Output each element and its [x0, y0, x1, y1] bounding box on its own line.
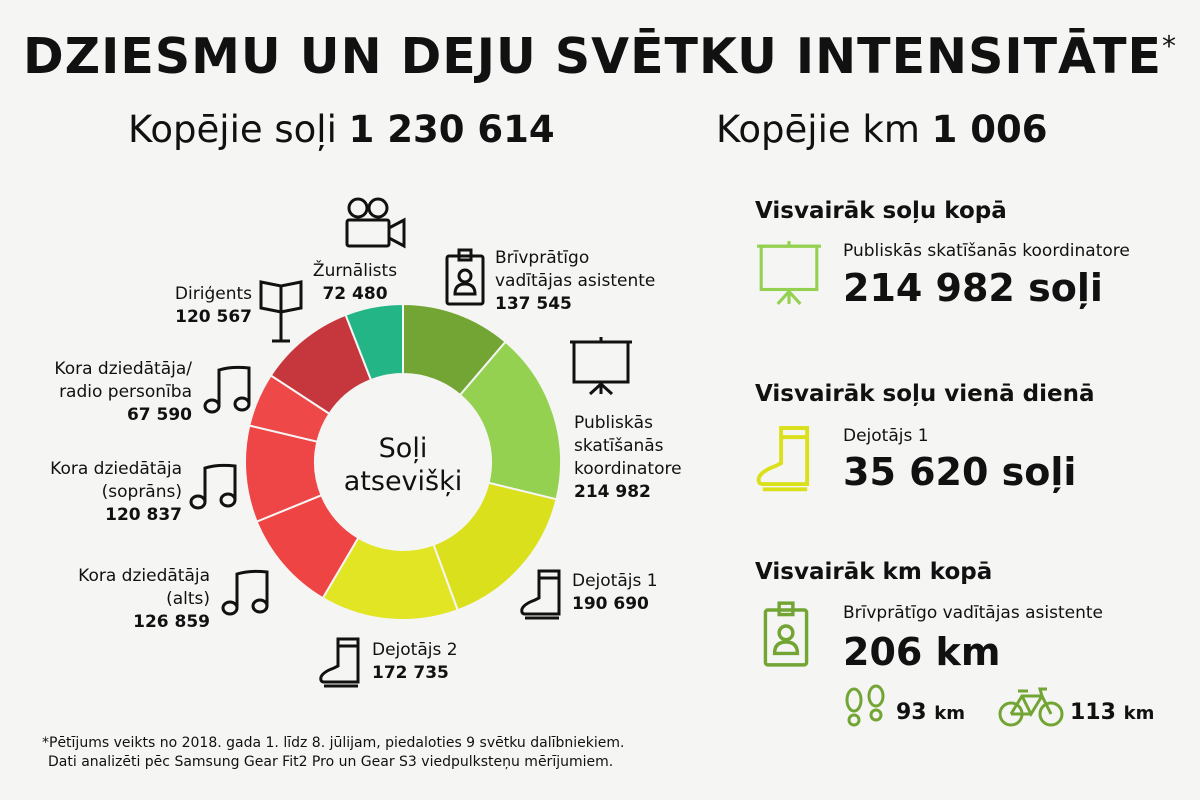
- highlight-most-steps-who: Publiskās skatīšanās koordinatore: [843, 241, 1130, 261]
- slice-label-choir-alto: Kora dziedātāja (alts) 126 859: [40, 565, 210, 634]
- slice-label-line: Diriģents: [174, 284, 252, 304]
- slice-label-public-viewing-coordinator: Publiskās skatīšanās koordinatore 214 98…: [574, 412, 682, 504]
- highlight-most-km-who: Brīvprātīgo vadītājas asistente: [843, 603, 1103, 623]
- total-steps: Kopējie soļi 1 230 614: [128, 108, 555, 151]
- highlight-most-steps-day-heading: Visvairāk soļu vienā dienā: [755, 381, 1095, 407]
- slice-label-line: vadītājas asistente: [495, 271, 656, 291]
- total-km: Kopējie km 1 006: [716, 108, 1048, 151]
- projector-screen-icon: [757, 241, 821, 305]
- slice-label-line: (alts): [166, 589, 210, 609]
- boot-icon: [319, 637, 360, 688]
- highlight-most-steps-day-who: Dejotājs 1: [843, 426, 929, 446]
- slice-label-line: Brīvprātīgo: [495, 248, 590, 268]
- slice-label-dancer-1: Dejotājs 1 190 690: [572, 570, 658, 616]
- slice-value: 72 480: [322, 284, 388, 304]
- slice-label-line: Publiskās: [574, 413, 653, 433]
- boot-icon: [756, 426, 810, 492]
- music-stand-icon: [259, 280, 303, 343]
- slice-label-line: Žurnālists: [312, 261, 398, 281]
- boot-icon: [520, 569, 561, 620]
- slice-label-journalist: Žurnālists 72 480: [300, 260, 410, 306]
- id-badge-icon: [445, 248, 485, 306]
- music-note-icon: [189, 463, 237, 510]
- center-label-line-1: Soļi: [378, 433, 428, 464]
- walk-km: 93 km: [896, 700, 965, 725]
- footnote-line-1: *Pētījums veikts no 2018. gada 1. līdz 8…: [42, 735, 625, 751]
- highlight-most-km-heading: Visvairāk km kopā: [755, 559, 993, 585]
- walk-km-value: 93: [896, 700, 927, 725]
- music-note-icon: [203, 365, 251, 414]
- slice-label-line: koordinatore: [574, 459, 682, 479]
- highlight-most-steps-heading: Visvairāk soļu kopā: [755, 198, 1007, 224]
- music-note-icon: [221, 569, 269, 616]
- slice-value: 190 690: [572, 594, 649, 614]
- bike-km: 113 km: [1070, 700, 1154, 725]
- footnote-line-2: Dati analizēti pēc Samsung Gear Fit2 Pro…: [48, 754, 614, 770]
- title-footnote-mark: *: [1162, 29, 1178, 63]
- slice-label-line: radio personība: [59, 382, 192, 402]
- bike-km-value: 113: [1070, 700, 1116, 725]
- bike-km-unit: km: [1123, 703, 1155, 724]
- slice-label-line: Kora dziedātāja/: [54, 359, 192, 379]
- center-label-line-2: atsevišķi: [343, 466, 463, 497]
- page-title: DZIESMU UN DEJU SVĒTKU INTENSITĀTE*: [22, 28, 1178, 85]
- slice-value: 120 567: [175, 307, 252, 327]
- total-km-value: 1 006: [931, 108, 1048, 151]
- total-steps-label: Kopējie soļi: [128, 108, 337, 151]
- total-km-label: Kopējie km: [716, 108, 920, 151]
- total-steps-value: 1 230 614: [348, 108, 555, 151]
- slice-label-line: skatīšanās: [574, 436, 664, 456]
- highlight-most-steps-day-value: 35 620 soļi: [843, 450, 1077, 494]
- slice-label-line: Dejotājs 2: [372, 640, 458, 660]
- slice-label-choir-radio: Kora dziedātāja/ radio personība 67 590: [20, 358, 192, 427]
- footprints-icon: [845, 684, 885, 727]
- donut-slice-8: [344, 302, 404, 382]
- highlight-most-km-value: 206 km: [843, 630, 1001, 674]
- slice-value: 120 837: [105, 505, 182, 525]
- video-camera-icon: [345, 197, 406, 249]
- slice-label-volunteer-assistant: Brīvprātīgo vadītājas asistente 137 545: [495, 247, 655, 316]
- projector-screen-icon: [570, 337, 632, 396]
- slice-value: 214 982: [574, 482, 651, 502]
- slice-value: 126 859: [133, 612, 210, 632]
- slice-value: 172 735: [372, 663, 449, 683]
- slice-label-line: Kora dziedātāja: [50, 459, 182, 479]
- donut-center-label: Soļi atsevišķi: [318, 432, 488, 498]
- slice-label-line: Kora dziedātāja: [78, 566, 210, 586]
- slice-label-line: Dejotājs 1: [572, 571, 658, 591]
- highlight-most-steps-value: 214 982 soļi: [843, 266, 1103, 310]
- walk-km-unit: km: [934, 703, 966, 724]
- slice-label-choir-soprano: Kora dziedātāja (soprāns) 120 837: [20, 458, 182, 527]
- slice-label-conductor: Diriģents 120 567: [100, 283, 252, 329]
- slice-value: 67 590: [126, 405, 192, 425]
- bicycle-icon: [998, 687, 1064, 727]
- slice-value: 137 545: [495, 294, 572, 314]
- id-badge-icon: [763, 601, 809, 667]
- slice-label-line: (soprāns): [101, 482, 182, 502]
- footnote: *Pētījums veikts no 2018. gada 1. līdz 8…: [42, 734, 624, 772]
- slice-label-dancer-2: Dejotājs 2 172 735: [372, 639, 458, 685]
